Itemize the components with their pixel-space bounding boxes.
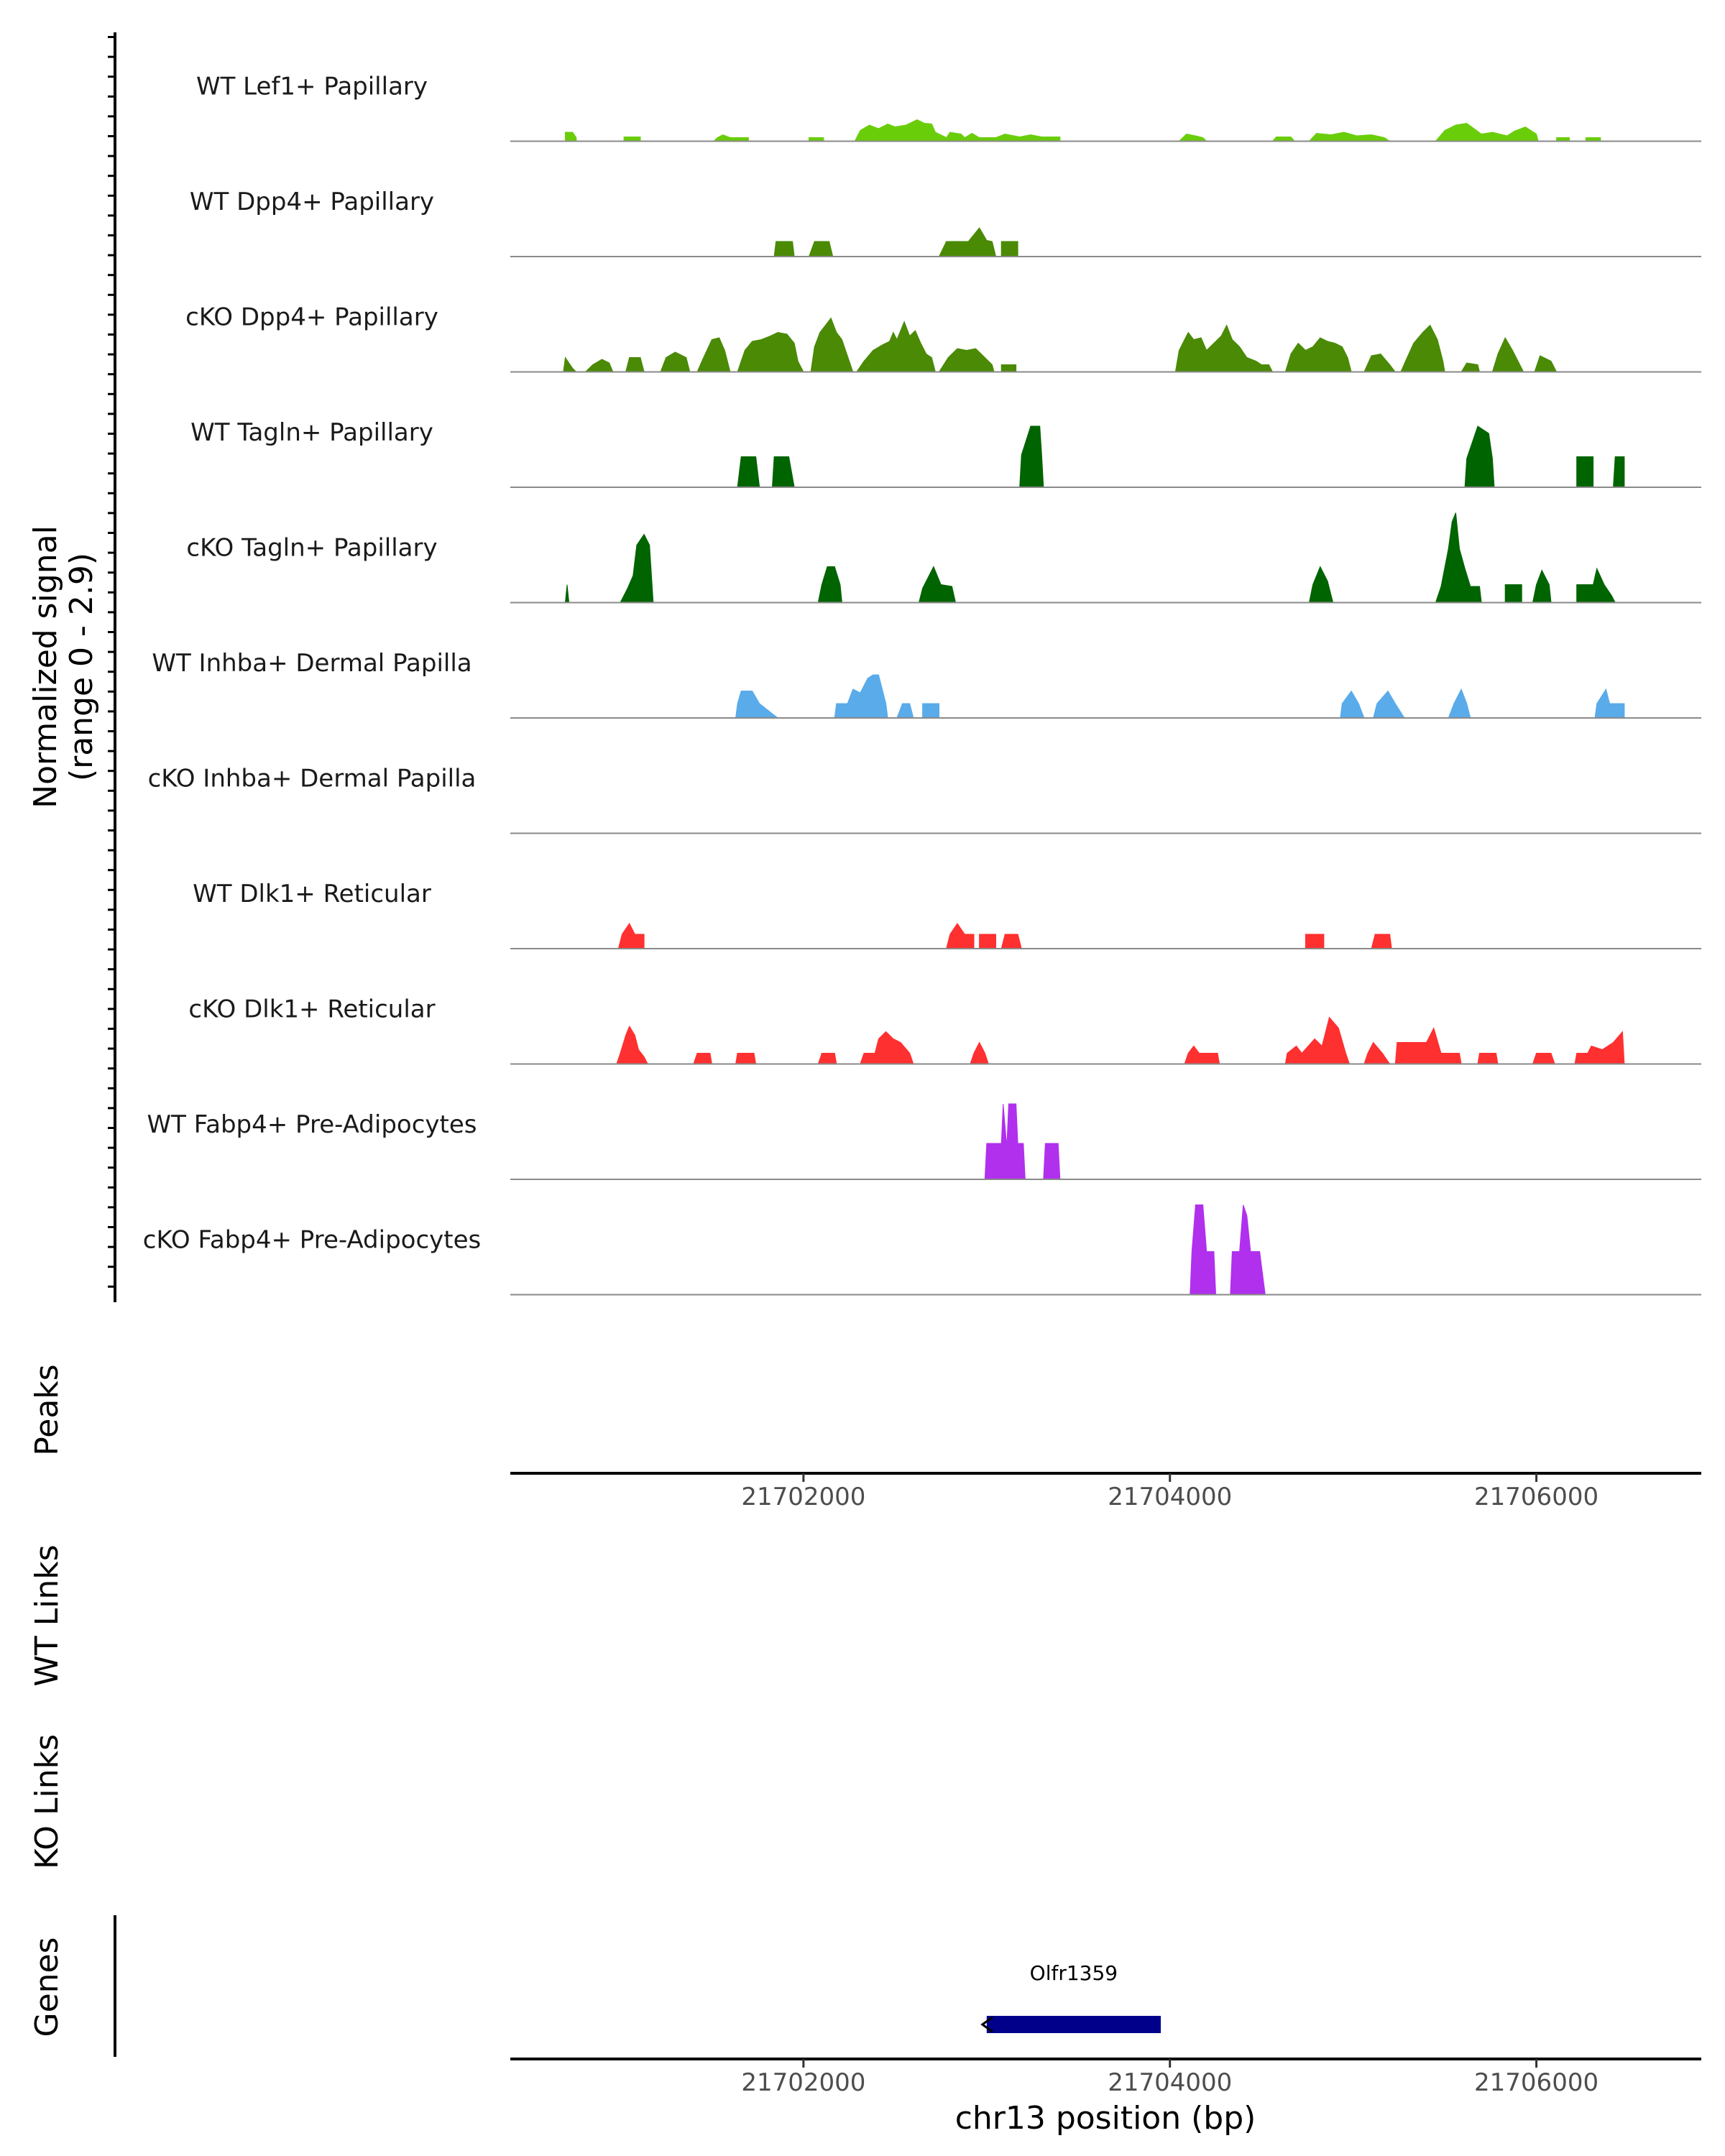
track-4: WT Tagln+ Papillary: [190, 418, 1701, 488]
track-signal-area: [737, 425, 1625, 488]
x-tick-label: 21704000: [1108, 1483, 1232, 1511]
coverage-tracks: WT Lef1+ Papillary WT Dpp4+ Papillary cKO …: [143, 73, 1701, 1296]
track-signal-area: [617, 923, 1392, 949]
track-signal-area: [616, 1016, 1625, 1064]
track-label: WT Dlk1+ Reticular: [193, 880, 431, 908]
track-label: cKO Inhba+ Dermal Papilla: [148, 765, 477, 793]
track-label: WT Inhba+ Dermal Papilla: [152, 649, 472, 678]
y-axis-label-line1: Normalized signal: [27, 525, 64, 808]
peaks-track-label: Peaks: [29, 1364, 65, 1455]
track-7: cKO Inhba+ Dermal Papilla: [148, 765, 1701, 834]
peaks-x-ticks: 21702000 21704000 21706000: [741, 1473, 1598, 1511]
wt-links-track-label: WT Links: [29, 1544, 65, 1686]
gene-label: Olfr1359: [1030, 1961, 1118, 1985]
track-11: cKO Fabp4+ Pre-Adipocytes: [143, 1204, 1701, 1296]
track-2: WT Dpp4+ Papillary: [190, 188, 1701, 257]
track-9: cKO Dlk1+ Reticular: [188, 995, 1701, 1065]
genes-x-ticks: 21702000 21704000 21706000: [741, 2059, 1598, 2097]
track-label: cKO Tagln+ Papillary: [186, 534, 437, 563]
track-label: cKO Dpp4+ Papillary: [185, 303, 438, 332]
track-label: WT Fabp4+ Pre-Adipocytes: [147, 1110, 477, 1139]
track-10: WT Fabp4+ Pre-Adipocytes: [147, 1103, 1701, 1180]
signal-y-ticks: [108, 36, 115, 1288]
x-tick-label: 21702000: [741, 1483, 865, 1511]
track-signal-area: [565, 119, 1601, 142]
track-label: WT Tagln+ Papillary: [190, 418, 433, 447]
ko-links-track-label: KO Links: [29, 1734, 65, 1869]
x-tick-label: 21706000: [1474, 1483, 1598, 1511]
genes-track-label: Genes: [29, 1937, 65, 2037]
y-axis-label-line2: (range 0 - 2.9): [63, 553, 100, 781]
track-3: cKO Dpp4+ Papillary: [185, 303, 1701, 373]
track-signal-area: [564, 512, 1616, 603]
track-5: cKO Tagln+ Papillary: [186, 512, 1701, 604]
track-signal-area: [563, 317, 1558, 372]
track-8: WT Dlk1+ Reticular: [193, 880, 1701, 949]
gene-models: Olfr1359: [980, 1961, 1161, 2033]
gene-strand-arrow: [980, 2016, 993, 2033]
x-tick-label: 21702000: [741, 2068, 865, 2097]
track-label: WT Lef1+ Papillary: [196, 73, 428, 101]
track-signal-area: [773, 227, 1018, 257]
track-signal-area: [735, 674, 1625, 719]
track-label: WT Dpp4+ Papillary: [190, 188, 434, 216]
x-axis-label: chr13 position (bp): [955, 2100, 1256, 2137]
track-label: cKO Fabp4+ Pre-Adipocytes: [143, 1226, 482, 1255]
track-6: WT Inhba+ Dermal Papilla: [152, 649, 1701, 719]
track-1: WT Lef1+ Papillary: [196, 73, 1701, 142]
track-signal-area: [984, 1103, 1061, 1180]
x-tick-label: 21706000: [1474, 2068, 1598, 2097]
gene-Olfr1359: Olfr1359: [980, 1961, 1161, 2033]
x-tick-label: 21704000: [1108, 2068, 1232, 2097]
track-label: cKO Dlk1+ Reticular: [188, 995, 435, 1024]
track-signal-area: [1190, 1204, 1266, 1295]
gene-exon: [986, 2016, 1161, 2033]
